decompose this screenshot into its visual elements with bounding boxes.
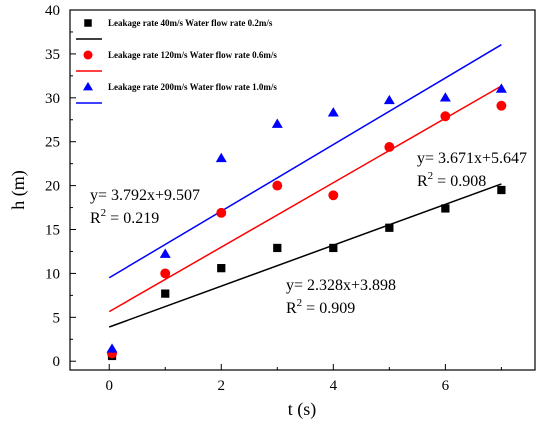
circle-marker — [216, 207, 227, 218]
plot-frame — [69, 9, 536, 371]
circle-marker — [272, 180, 283, 191]
y-tick-label: 10 — [45, 266, 60, 282]
square-marker — [217, 264, 226, 273]
x-tick-label: 0 — [105, 378, 113, 394]
x-tick-label: 2 — [218, 378, 226, 394]
data-markers — [106, 83, 507, 361]
triangle-marker — [439, 92, 451, 102]
x-tick-label: 4 — [330, 378, 338, 394]
circle-marker — [83, 50, 93, 60]
circle-marker — [160, 268, 171, 279]
square-marker — [441, 204, 450, 213]
triangle-marker — [159, 248, 171, 258]
legend-label: Leakage rate 200m/s Water flow rate 1.0m… — [108, 82, 277, 92]
square-marker — [329, 243, 338, 253]
triangle-marker — [215, 152, 227, 163]
square-marker — [161, 289, 170, 298]
fit-line — [108, 85, 502, 313]
y-tick-label: 35 — [45, 47, 60, 63]
fit-line — [108, 44, 502, 279]
square-marker — [84, 19, 92, 27]
y-tick-label: 15 — [45, 223, 60, 239]
circle-marker — [328, 190, 339, 201]
fit-annotations: y= 3.792x+9.507 R2 = 0.219 y= 3.671x+5.647… — [90, 150, 527, 317]
triangle-marker — [383, 94, 395, 105]
triangle-marker — [327, 107, 339, 117]
y-tick-label: 40 — [45, 3, 60, 19]
circle-marker — [496, 100, 507, 111]
y-axis-title: h (m) — [8, 170, 29, 210]
y-axis: 0 5 10 15 20 25 30 35 40 — [45, 3, 76, 370]
r-squared: R2 = 0.219 — [90, 207, 159, 227]
r-squared: R2 = 0.908 — [417, 170, 486, 190]
fit-lines — [108, 44, 502, 328]
y-tick-label: 30 — [45, 91, 60, 107]
fit-equation: y= 3.671x+5.647 — [417, 150, 527, 167]
fit-equation: y= 2.328x+3.898 — [286, 277, 396, 294]
r-squared: R2 = 0.909 — [286, 297, 355, 317]
circle-marker — [440, 111, 451, 122]
circle-marker — [384, 142, 395, 152]
y-tick-label: 0 — [53, 354, 61, 370]
square-marker — [497, 185, 506, 195]
triangle-marker — [106, 343, 118, 353]
triangle-marker — [271, 118, 283, 128]
y-tick-label: 5 — [53, 310, 61, 326]
legend-label: Leakage rate 120m/s Water flow rate 0.6m… — [108, 50, 277, 60]
y-tick-label: 25 — [45, 135, 60, 151]
x-axis: 0 2 4 6 — [105, 364, 502, 394]
square-marker — [385, 223, 394, 232]
legend-label: Leakage rate 40m/s Water flow rate 0.2m/… — [108, 18, 273, 28]
triangle-marker — [83, 81, 93, 91]
x-tick-label: 6 — [442, 378, 450, 394]
x-axis-title: t (s) — [288, 399, 317, 420]
square-marker — [273, 243, 282, 253]
triangle-marker — [495, 83, 507, 93]
legend: Leakage rate 40m/s Water flow rate 0.2m/… — [76, 18, 277, 104]
y-tick-label: 20 — [45, 179, 60, 195]
fit-line — [108, 183, 502, 328]
fit-equation: y= 3.792x+9.507 — [90, 187, 200, 204]
